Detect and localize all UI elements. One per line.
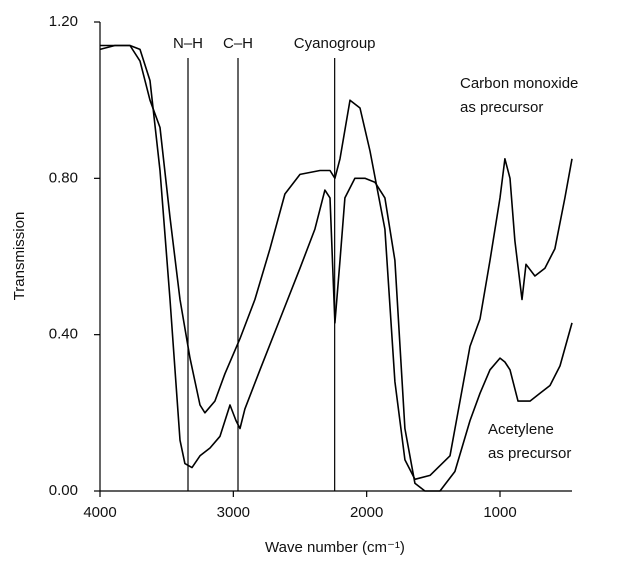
band-label: Cyanogroup bbox=[294, 35, 376, 52]
y-tick-label: 0.00 bbox=[49, 482, 78, 499]
y-tick-label: 0.80 bbox=[49, 169, 78, 186]
y-axis-title: Transmission bbox=[11, 212, 28, 301]
x-tick-label: 3000 bbox=[217, 504, 250, 521]
series-label: Acetylene bbox=[488, 421, 554, 438]
band-label: C–H bbox=[223, 35, 253, 52]
series-label: as precursor bbox=[460, 99, 543, 116]
y-tick-label: 0.40 bbox=[49, 326, 78, 343]
x-tick-label: 4000 bbox=[83, 504, 116, 521]
series-line bbox=[99, 44, 573, 492]
series-label: as precursor bbox=[488, 445, 571, 462]
series-label: Carbon monoxide bbox=[460, 75, 578, 92]
x-tick-label: 2000 bbox=[350, 504, 383, 521]
series-line bbox=[100, 44, 573, 481]
y-tick-label: 1.20 bbox=[49, 13, 78, 30]
x-axis-title: Wave number (cm⁻¹) bbox=[265, 539, 405, 556]
x-tick-label: 1000 bbox=[483, 504, 516, 521]
band-label: N–H bbox=[173, 35, 203, 52]
